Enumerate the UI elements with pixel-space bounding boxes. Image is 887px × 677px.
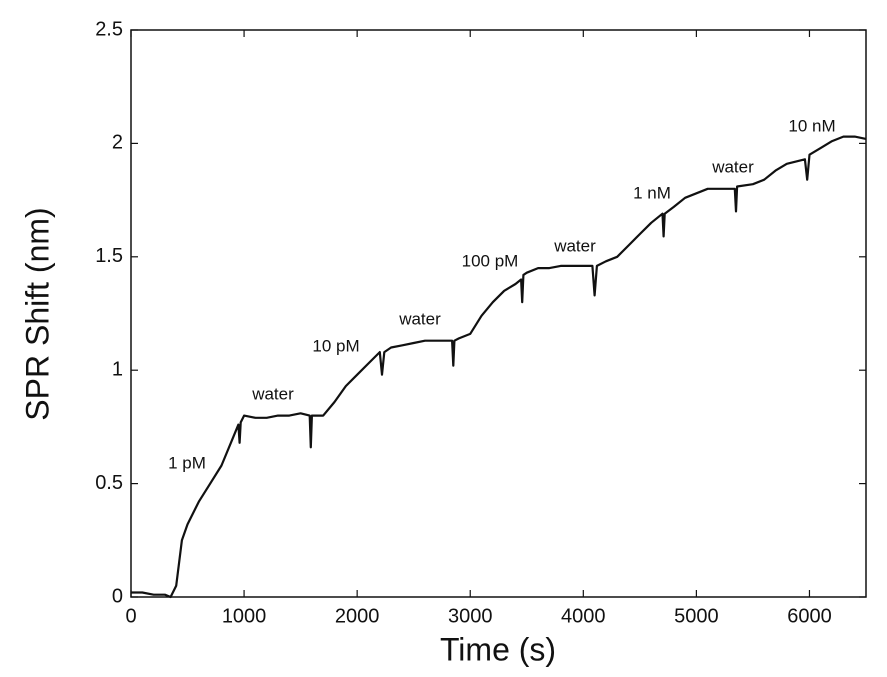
x-tick-label: 5000 [674, 605, 719, 627]
annotation: 10 pM [312, 336, 359, 355]
y-tick-label: 2.5 [95, 18, 123, 40]
y-axis-title: SPR Shift (nm) [19, 207, 55, 420]
x-tick-label: 4000 [561, 605, 606, 627]
x-tick-label: 0 [125, 605, 136, 627]
data-line [131, 135, 867, 599]
annotation: water [711, 157, 754, 176]
annotation: water [553, 236, 596, 255]
annotation: 1 pM [168, 453, 206, 472]
annotation: 10 nM [788, 116, 835, 135]
x-tick-label: 3000 [448, 605, 493, 627]
annotation: water [398, 309, 441, 328]
y-tick-label: 0 [112, 585, 123, 607]
plot-frame [130, 29, 867, 598]
y-tick-label: 2 [112, 132, 123, 154]
x-tick-label: 2000 [335, 605, 380, 627]
y-tick-label: 0.5 [95, 472, 123, 494]
x-tick-label: 1000 [222, 605, 267, 627]
annotation: 1 nM [633, 183, 671, 202]
y-tick-label: 1.5 [95, 245, 123, 267]
annotation: 100 pM [462, 251, 519, 270]
y-tick-label: 1 [112, 358, 123, 380]
x-axis-title: Time (s) [440, 631, 556, 667]
annotation: water [251, 384, 294, 403]
x-tick-label: 6000 [787, 605, 832, 627]
